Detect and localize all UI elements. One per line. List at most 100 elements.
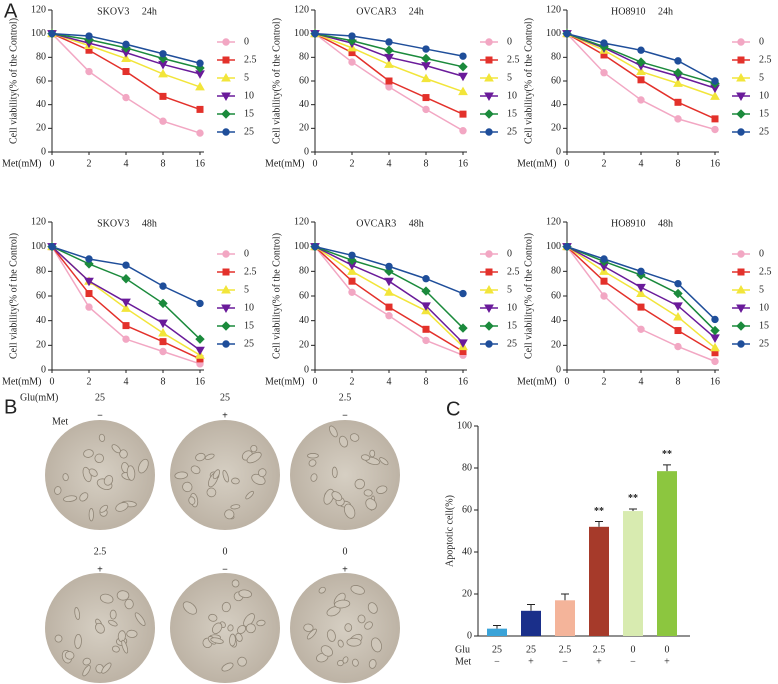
marker [710, 325, 720, 336]
legend-label: 5 [759, 72, 764, 83]
x-axis-label: Met(mM) [265, 158, 304, 169]
y-tick-label: 100 [31, 28, 46, 39]
cell-shape [245, 623, 256, 634]
cell-shape [174, 471, 188, 480]
x-tick-label: 16 [195, 158, 205, 169]
cell-shape [190, 465, 201, 475]
y-tick-label: 60 [299, 290, 309, 301]
marker [674, 327, 682, 335]
y-tick-label: 0 [556, 146, 561, 157]
marker [737, 56, 745, 64]
legend-label: 10 [759, 302, 769, 313]
marker [385, 312, 393, 320]
significance: ** [628, 493, 638, 504]
met-value: − [222, 564, 228, 575]
y-tick-label: 40 [462, 546, 472, 557]
marker [458, 339, 468, 348]
y-axis-label: Cell viability(% of the Control) [523, 233, 534, 359]
marker [637, 76, 645, 84]
cell-shape [227, 624, 234, 632]
marker [459, 110, 467, 118]
marker [348, 277, 356, 285]
marker [563, 242, 571, 251]
cell-shape [360, 454, 371, 461]
marker [458, 323, 468, 333]
marker [385, 262, 393, 271]
marker [384, 287, 394, 296]
marker [348, 251, 356, 260]
cell-shape [363, 489, 373, 497]
panel-label: B [4, 396, 17, 418]
y-tick-label: 100 [294, 28, 309, 39]
y-tick-label: 60 [36, 75, 46, 86]
y-tick-label: 20 [551, 340, 561, 351]
cell-shape [134, 612, 146, 626]
marker [158, 68, 168, 78]
legend-label: 25 [507, 126, 517, 137]
x-tick-label: 2.5 [559, 644, 572, 655]
error-bar [595, 521, 603, 527]
cell-shape [258, 468, 267, 478]
cell-shape [88, 508, 94, 522]
bar [657, 471, 677, 636]
marker [637, 96, 645, 104]
x-axis-label: Met(mM) [517, 158, 556, 169]
significance: ** [662, 449, 672, 460]
y-tick-label: 60 [299, 75, 309, 86]
y-tick-label: 20 [299, 340, 309, 351]
cell-shape [222, 469, 229, 483]
cell-shape [188, 496, 196, 505]
cell-shape [310, 473, 318, 482]
marker [222, 56, 230, 64]
legend-label: 0 [759, 36, 764, 47]
marker [347, 266, 357, 275]
legend-label: 10 [244, 302, 254, 313]
x-tick-label: 0 [565, 158, 570, 169]
met-value: + [97, 564, 103, 575]
marker [637, 267, 645, 276]
marker [673, 78, 683, 87]
y-tick-label: 40 [299, 315, 309, 326]
error-bar [663, 464, 671, 472]
marker [222, 128, 230, 136]
marker [737, 128, 745, 136]
cell-shape [303, 623, 314, 632]
cell-shape [82, 657, 91, 666]
panel-label: A [4, 0, 18, 22]
cell-shape [318, 586, 326, 594]
legend-label: 5 [244, 72, 249, 83]
glu-value: 0 [223, 546, 228, 557]
x-tick-label: 0 [665, 644, 670, 655]
marker [85, 290, 93, 298]
marker [711, 357, 719, 366]
legend-label: 10 [244, 90, 254, 101]
cell-shape [379, 457, 389, 466]
cell-shape [224, 509, 235, 520]
y-tick-label: 0 [41, 146, 46, 157]
y-tick-label: 120 [546, 216, 561, 227]
met-value: − [342, 410, 348, 421]
cell-shape [74, 633, 82, 649]
y-tick-label: 0 [304, 146, 309, 157]
cell-shape [101, 662, 112, 674]
marker [158, 319, 168, 329]
legend-label: 25 [759, 338, 769, 349]
marker [600, 39, 608, 47]
legend-label: 10 [759, 90, 769, 101]
legend-label: 0 [244, 248, 249, 259]
legend-label: 25 [244, 126, 254, 137]
marker [121, 53, 131, 63]
marker [221, 72, 231, 82]
x-tick-label: − [494, 656, 500, 667]
cell-shape [62, 473, 69, 482]
marker [158, 327, 168, 337]
y-tick-label: 20 [36, 123, 46, 134]
marker [158, 298, 168, 309]
x-tick-label: 2 [350, 376, 355, 387]
marker [485, 340, 493, 348]
cell-shape [99, 593, 114, 604]
y-tick-label: 20 [36, 340, 46, 351]
legend-label: 25 [244, 338, 254, 349]
y-tick-label: 80 [36, 52, 46, 63]
